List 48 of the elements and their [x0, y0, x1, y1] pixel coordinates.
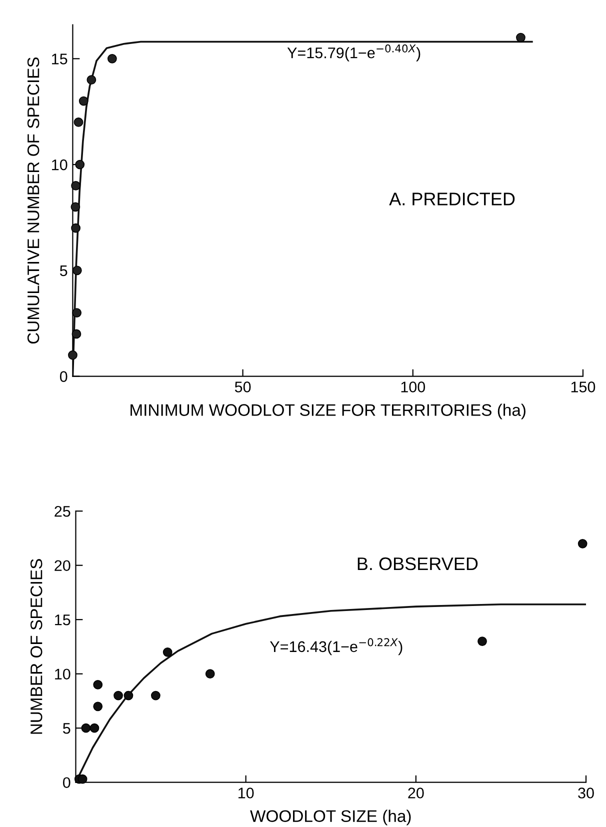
annotation: B. OBSERVED [358, 557, 478, 570]
y-tick-label: 5 [60, 265, 68, 276]
x-tick-label: 30 [578, 788, 594, 798]
point [114, 690, 123, 700]
point [478, 636, 487, 646]
y-tick-label: 25 [54, 506, 70, 517]
y-tick-label: 15 [55, 614, 70, 626]
y-tick-label: 10 [52, 159, 68, 170]
y-tick-label: 0 [62, 777, 70, 788]
point [68, 350, 78, 360]
point [107, 54, 117, 64]
point [86, 75, 96, 85]
point [75, 160, 85, 170]
x-tick-label: 20 [408, 788, 424, 798]
point [162, 647, 172, 657]
x-axis-title: MINIMUM WOODLOT SIZE FOR TERRITORIES (ha) [130, 404, 526, 420]
point [70, 202, 80, 212]
annotation: Y=16.43(1−e$^{−0.22X}$) [270, 638, 402, 656]
point [71, 223, 80, 233]
point [78, 96, 88, 106]
point [81, 723, 91, 733]
x-axis-title: WOODLOT SIZE (ha) [250, 810, 411, 826]
point [93, 702, 103, 712]
y-axis-title: CUMULATIVE NUMBER OF SPECIES [27, 57, 40, 344]
y-axis-title: NUMBER OF SPECIES [30, 559, 42, 734]
point [72, 329, 82, 339]
y-tick-label: 20 [54, 560, 70, 572]
x-tick-label: 150 [571, 382, 596, 392]
point [71, 181, 80, 190]
annotation: A. PREDICTED [389, 192, 515, 206]
y-tick-label: 15 [52, 54, 68, 64]
point [150, 690, 160, 700]
point [205, 669, 215, 679]
point [90, 723, 100, 733]
point [516, 32, 526, 42]
point [72, 308, 82, 318]
point [72, 266, 82, 276]
y-tick-label: 10 [55, 668, 70, 680]
point [124, 690, 134, 700]
point [93, 680, 103, 690]
point [578, 538, 588, 548]
y-tick-label: 0 [60, 371, 68, 382]
y-tick-label: 5 [63, 723, 70, 734]
x-tick-label: 100 [401, 382, 426, 392]
x-tick-label: 50 [234, 382, 251, 392]
point [74, 118, 84, 127]
annotation: Y=15.79(1−e$^{−0.40X}$) [287, 44, 420, 62]
x-tick-label: 10 [238, 788, 254, 798]
